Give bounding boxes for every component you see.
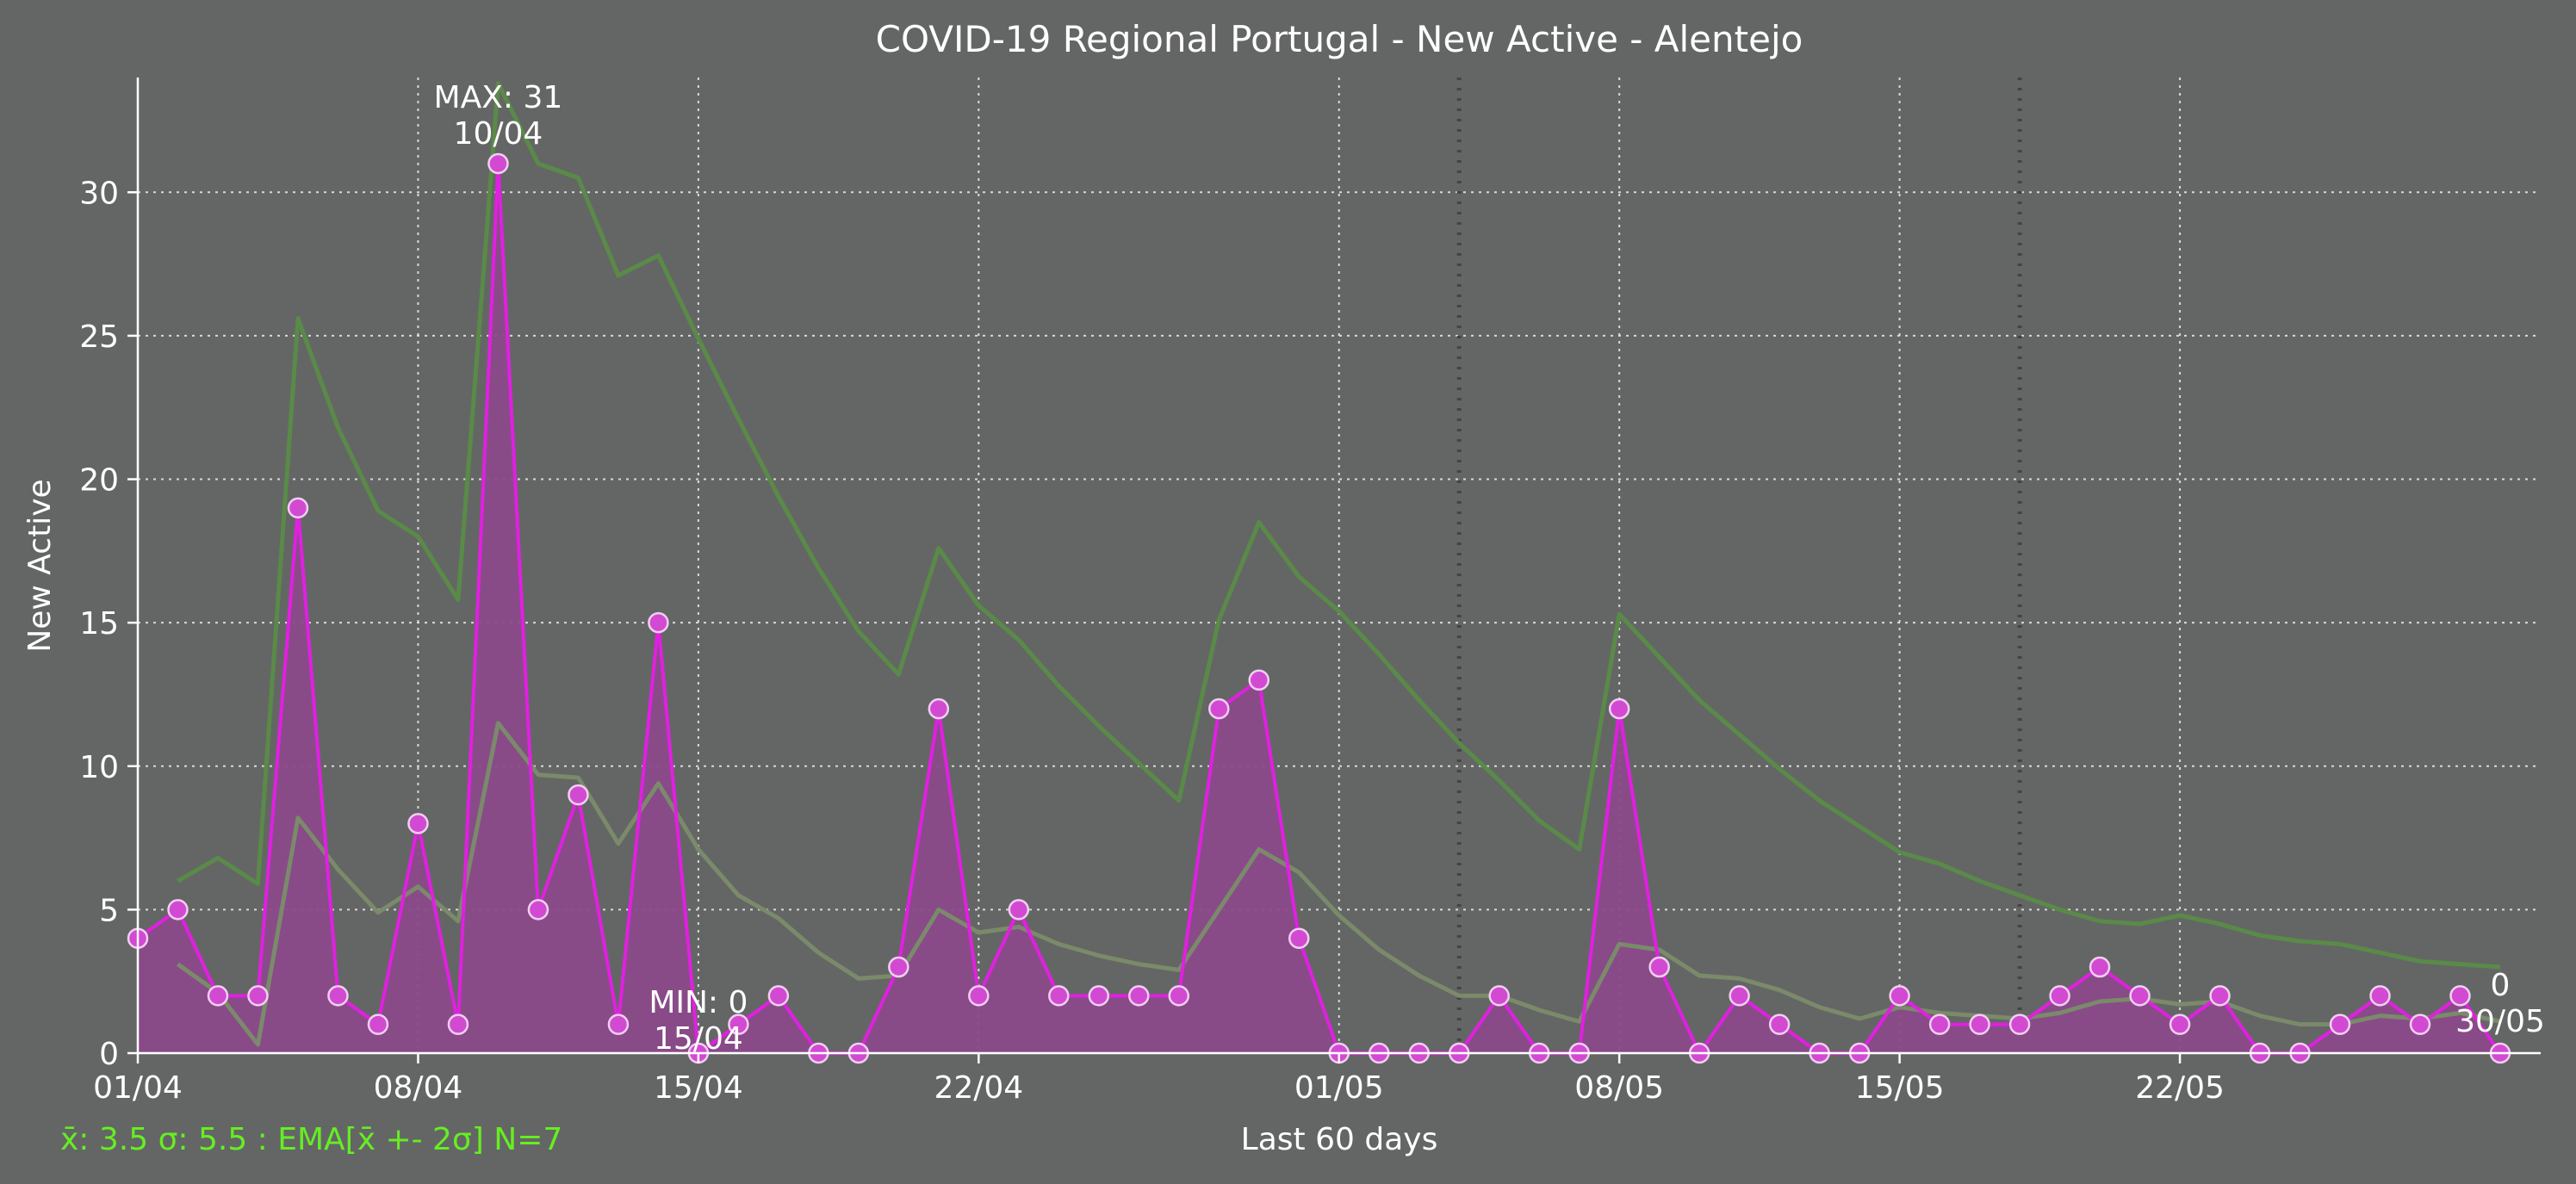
data-point bbox=[767, 985, 790, 1007]
data-point bbox=[1608, 697, 1630, 720]
data-point bbox=[1008, 899, 1030, 921]
grid bbox=[138, 77, 2541, 1053]
data-point bbox=[2449, 985, 2471, 1007]
x-tick-label: 01/05 bbox=[1294, 1070, 1384, 1106]
data-point bbox=[568, 784, 589, 806]
max-annotation-date: 10/04 bbox=[454, 116, 543, 152]
y-tick-label: 0 bbox=[99, 1037, 119, 1072]
data-point bbox=[1648, 956, 1670, 978]
y-axis-label: New Active bbox=[22, 479, 58, 652]
data-point bbox=[327, 985, 349, 1007]
ema-upper-band bbox=[177, 81, 2501, 970]
data-point bbox=[1889, 985, 1910, 1007]
x-tick-label: 22/05 bbox=[2135, 1070, 2225, 1106]
data-point bbox=[247, 985, 269, 1007]
data-point bbox=[1969, 1014, 1990, 1035]
x-tick-label: 15/05 bbox=[1855, 1070, 1945, 1106]
x-tick-label: 01/04 bbox=[93, 1070, 183, 1106]
data-point bbox=[1208, 697, 1230, 720]
x-tick-label: 08/04 bbox=[374, 1070, 463, 1106]
data-point bbox=[407, 813, 429, 834]
data-point bbox=[447, 1014, 469, 1035]
data-point bbox=[2129, 985, 2151, 1007]
week-markers bbox=[1456, 77, 2022, 1053]
max-annotation-label: MAX: 31 bbox=[434, 80, 563, 115]
min-annotation-label: MIN: 0 bbox=[649, 985, 748, 1020]
y-tick-label: 10 bbox=[79, 750, 119, 785]
data-point bbox=[1729, 985, 1750, 1007]
y-tick-label: 20 bbox=[79, 463, 119, 499]
x-tick-label: 15/04 bbox=[654, 1070, 743, 1106]
data-point bbox=[1768, 1014, 1791, 1035]
data-point bbox=[1248, 669, 1270, 691]
min-annotation-date: 15/04 bbox=[654, 1021, 743, 1057]
last-annotation-label: 0 bbox=[2491, 968, 2511, 1003]
data-points bbox=[127, 152, 2511, 1064]
data-point bbox=[2008, 1014, 2031, 1035]
stats-footer: x̄: 3.5 σ: 5.5 : EMA[x̄ +- 2σ] N=7 bbox=[60, 1122, 562, 1157]
data-point bbox=[728, 1014, 749, 1035]
data-point bbox=[287, 497, 309, 519]
data-point bbox=[2369, 985, 2391, 1007]
data-point bbox=[607, 1014, 630, 1035]
data-point bbox=[928, 697, 950, 720]
data-point bbox=[1488, 985, 1510, 1007]
data-point bbox=[888, 956, 909, 978]
x-tick-label: 08/05 bbox=[1574, 1070, 1664, 1106]
data-point bbox=[367, 1014, 389, 1035]
data-point bbox=[207, 985, 229, 1007]
data-point bbox=[2169, 1014, 2191, 1035]
y-tick-label: 15 bbox=[79, 606, 119, 642]
ema-lower-band bbox=[177, 721, 2501, 1047]
data-point bbox=[968, 985, 990, 1007]
data-point bbox=[2329, 1014, 2351, 1035]
data-point bbox=[2089, 956, 2111, 978]
data-point bbox=[1928, 1014, 1951, 1035]
x-tick-label: 22/04 bbox=[934, 1070, 1023, 1106]
y-tick-label: 30 bbox=[79, 176, 119, 211]
y-tick-label: 25 bbox=[79, 319, 119, 355]
data-point bbox=[2049, 985, 2070, 1007]
data-point bbox=[2209, 985, 2231, 1007]
ticks: 0 5 10 15 20 25 30 01/04 08/04 15/04 22/04 01/05 08/… bbox=[79, 176, 2225, 1106]
y-tick-label: 5 bbox=[99, 893, 119, 928]
data-point bbox=[1288, 927, 1310, 949]
data-point bbox=[1048, 985, 1070, 1007]
ema-bands bbox=[177, 81, 2501, 1047]
data-point bbox=[167, 899, 189, 921]
data-point bbox=[1088, 985, 1110, 1007]
data-point bbox=[1128, 985, 1150, 1007]
data-point bbox=[1168, 985, 1190, 1007]
x-axis-label: Last 60 days bbox=[1241, 1122, 1438, 1157]
chart-title: COVID-19 Regional Portugal - New Active … bbox=[876, 18, 1803, 60]
data-point bbox=[2409, 1014, 2431, 1035]
data-point bbox=[527, 899, 549, 921]
data-point bbox=[648, 611, 669, 634]
data-point bbox=[487, 152, 509, 175]
last-annotation-date: 30/05 bbox=[2455, 1004, 2545, 1039]
